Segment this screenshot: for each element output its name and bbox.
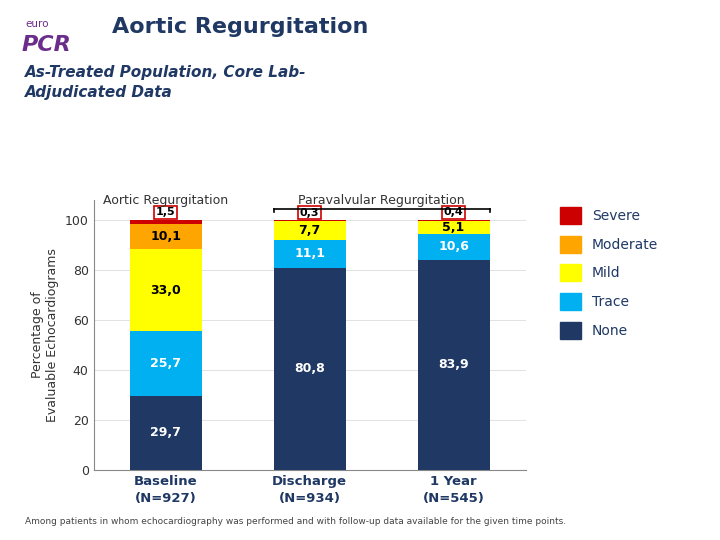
Text: euro: euro [25,19,49,29]
Text: 10,6: 10,6 [438,240,469,253]
Bar [130,249,202,332]
Bar [274,220,346,221]
Bar [418,233,490,260]
Text: PCR: PCR [22,35,71,55]
Text: 5,1: 5,1 [443,221,464,234]
Bar [274,240,346,268]
Bar [130,220,202,224]
Legend: Severe, Moderate, Mild, Trace, None: Severe, Moderate, Mild, Trace, None [554,201,663,345]
Text: Aortic Regurgitation: Aortic Regurgitation [112,17,368,37]
Text: 83,9: 83,9 [438,359,469,372]
Bar [418,221,490,233]
Text: 29,7: 29,7 [150,426,181,439]
Bar [130,224,202,249]
Bar [418,220,490,221]
Text: Paravalvular Regurgitation: Paravalvular Regurgitation [298,194,465,207]
Bar [274,268,346,470]
Text: Aortic Regurgitation: Aortic Regurgitation [103,194,228,207]
Text: 10,1: 10,1 [150,230,181,242]
Bar [130,332,202,395]
Text: 1,5: 1,5 [156,207,176,217]
Bar [418,260,490,470]
Text: 7,7: 7,7 [299,224,320,237]
Text: 0,3: 0,3 [300,207,320,218]
Bar [274,221,346,240]
Text: As-Treated Population, Core Lab-
Adjudicated Data: As-Treated Population, Core Lab- Adjudic… [25,65,307,99]
Y-axis label: Percentage of
Evaluable Echocardiograms: Percentage of Evaluable Echocardiograms [31,248,59,422]
Text: Among patients in whom echocardiography was performed and with follow-up data av: Among patients in whom echocardiography … [25,517,567,526]
Bar [130,395,202,470]
Text: 0,4: 0,4 [444,207,464,217]
Text: 80,8: 80,8 [294,362,325,375]
Text: 33,0: 33,0 [150,284,181,296]
Text: 25,7: 25,7 [150,357,181,370]
Text: 11,1: 11,1 [294,247,325,260]
